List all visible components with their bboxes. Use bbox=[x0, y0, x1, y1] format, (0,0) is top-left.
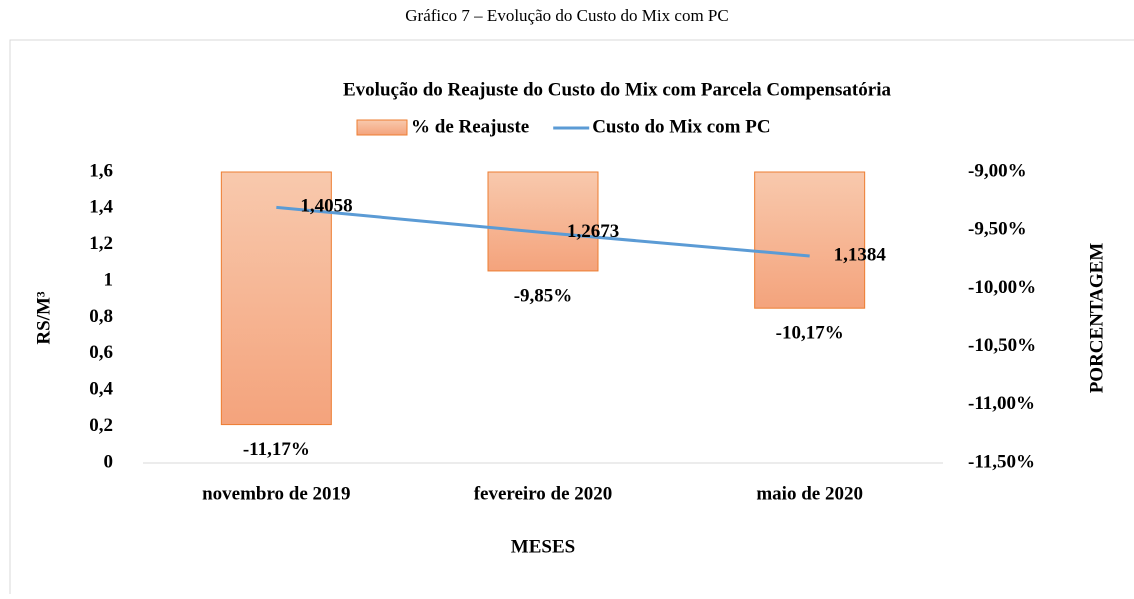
y-tick-label: 0,8 bbox=[89, 306, 113, 327]
chart-title: Evolução do Reajuste do Custo do Mix com… bbox=[343, 79, 891, 100]
line-value-label: 1,4058 bbox=[300, 196, 352, 217]
x-axis-label: MESES bbox=[511, 536, 575, 557]
bar bbox=[487, 171, 599, 272]
chart-border bbox=[9, 39, 1134, 594]
bar bbox=[220, 171, 332, 426]
legend-swatch bbox=[356, 119, 408, 136]
y2-tick-label: -11,00% bbox=[968, 393, 1035, 414]
legend-label: Custo do Mix com PC bbox=[592, 116, 770, 137]
y2-tick-label: -10,50% bbox=[968, 335, 1036, 356]
y2-tick-label: -10,00% bbox=[968, 277, 1036, 298]
y2-tick-label: -9,00% bbox=[968, 160, 1027, 181]
y2-tick-label: -9,50% bbox=[968, 219, 1027, 240]
y-tick-label: 0 bbox=[104, 451, 114, 472]
bar-value-label: -10,17% bbox=[776, 323, 844, 344]
y-tick-label: 0,6 bbox=[89, 342, 113, 363]
y-tick-label: 1,2 bbox=[89, 233, 113, 254]
y-axis-label: RS/M³ bbox=[33, 291, 54, 345]
y-tick-label: 1 bbox=[104, 269, 114, 290]
bar-value-label: -9,85% bbox=[514, 285, 573, 306]
y-tick-label: 0,4 bbox=[89, 379, 113, 400]
caption: Gráfico 7 – Evolução do Custo do Mix com… bbox=[405, 6, 728, 25]
legend-label: % de Reajuste bbox=[411, 116, 529, 137]
line-value-label: 1,2673 bbox=[567, 221, 619, 242]
y2-axis-label: PORCENTAGEM bbox=[1086, 243, 1107, 394]
y-tick-label: 1,6 bbox=[89, 160, 113, 181]
line-series bbox=[276, 205, 810, 258]
x-tick-label: maio de 2020 bbox=[756, 483, 863, 504]
line-value-label: 1,1384 bbox=[834, 244, 887, 265]
y-tick-label: 0,2 bbox=[89, 415, 113, 436]
bar bbox=[754, 171, 866, 309]
x-tick-label: fevereiro de 2020 bbox=[474, 483, 613, 504]
x-tick-label: novembro de 2019 bbox=[202, 483, 350, 504]
bar-value-label: -11,17% bbox=[243, 439, 310, 460]
y-tick-label: 1,4 bbox=[89, 197, 113, 218]
y2-tick-label: -11,50% bbox=[968, 451, 1035, 472]
